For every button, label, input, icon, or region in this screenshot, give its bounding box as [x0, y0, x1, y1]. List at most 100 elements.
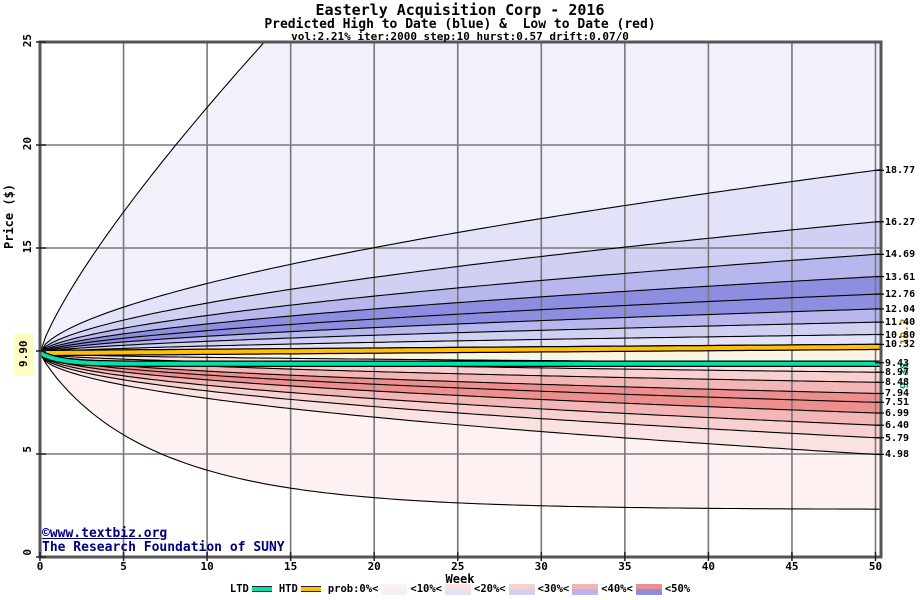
x-tick-label-15: 15: [284, 560, 298, 573]
contour-line-19: [40, 352, 881, 510]
htd-line: [40, 344, 881, 356]
legend-swatch-red-half: [508, 583, 535, 589]
contour-line-4: [40, 275, 881, 354]
high-prob-band-3: [40, 254, 881, 354]
low-prob-band-8: [40, 353, 881, 455]
legend-swatch-red-half: [572, 583, 599, 589]
legend-swatch-red-half: [381, 583, 408, 589]
x-tick-label-40: 40: [701, 560, 716, 573]
low-prob-band-6: [40, 353, 881, 426]
contour-end-label: 12.04: [885, 303, 916, 315]
high-prob-band-4: [40, 276, 881, 354]
contour-end-label: 10.80: [885, 329, 916, 341]
contour-line-6: [40, 308, 881, 354]
high-prob-band-6: [40, 308, 881, 354]
legend-ltd-swatch: [251, 586, 272, 592]
x-tick-label-35: 35: [618, 560, 632, 573]
x-tick-label-5: 5: [120, 560, 127, 573]
ltd-line: [40, 351, 881, 366]
legend-prob-step-0: <10%<: [410, 583, 442, 595]
legend-ltd-label: LTD: [229, 583, 249, 595]
x-tick-label-25: 25: [451, 560, 465, 573]
x-tick-label-45: 45: [785, 560, 799, 573]
legend-prob-step-4: <50%: [664, 583, 691, 595]
y-tick-label-25: 25: [21, 34, 34, 48]
contour-end-label: 10.32: [885, 339, 916, 351]
chart-subtitle: Predicted High to Date (blue) & Low to D…: [264, 17, 656, 32]
y-tick-label-0: 0: [21, 549, 34, 556]
contour-end-label: 12.76: [885, 289, 916, 301]
contour-end-label: 18.77: [885, 165, 916, 177]
page-title: Easterly Acquisition Corp - 2016: [315, 1, 605, 19]
contour-end-label: 7.94: [885, 388, 910, 400]
contour-line-15: [40, 352, 881, 414]
contour-line-8: [40, 333, 881, 354]
legend-band-swatch-0: [381, 583, 408, 595]
y-tick-label-15: 15: [21, 240, 34, 254]
plot-area: [40, 42, 881, 557]
contour-end-label: 9.43: [885, 357, 910, 369]
high-prob-band-1: [40, 169, 881, 354]
x-axis-title: Week: [445, 572, 475, 586]
contour-line-3: [40, 253, 881, 354]
contour-end-label: 5.79: [885, 432, 910, 444]
watermark: ©www.textbiz.org The Research Foundation…: [42, 527, 285, 555]
x-tick-label-50: 50: [868, 560, 883, 573]
legend-swatch-blue-half: [381, 589, 408, 595]
legend-band-swatch-2: [508, 583, 535, 595]
contour-line-1: [40, 169, 881, 354]
low-prob-band-7: [40, 353, 881, 438]
legend-swatch-red-half: [635, 583, 662, 589]
legend-prob-step-2: <30%<: [537, 583, 570, 595]
legend-band-swatch-4: [635, 583, 662, 595]
contour-end-label: 8.48: [885, 377, 910, 389]
contour-line-2: [40, 220, 881, 354]
legend-swatch-red-half: [445, 583, 471, 589]
legend-band-swatch-3: [572, 583, 599, 595]
legend-swatch-blue-half: [445, 589, 471, 595]
watermark-url: ©www.textbiz.org: [42, 526, 168, 541]
contour-end-label: 11.40: [885, 317, 916, 329]
contour-line-16: [40, 352, 881, 426]
legend-prob-prefix: prob:0%<: [327, 583, 379, 595]
contour-line-5: [40, 293, 881, 354]
y-tick-label-20: 20: [21, 137, 34, 151]
legend-band-swatch-1: [445, 583, 471, 595]
x-tick-label-20: 20: [367, 560, 381, 573]
x-tick-label-10: 10: [200, 560, 214, 573]
low-prob-band-9: [40, 353, 881, 510]
contour-line-14: [40, 352, 881, 404]
contour-end-label: 7.51: [885, 397, 910, 409]
start-price-label: 9.90: [14, 333, 34, 375]
legend-prob-step-3: <40%<: [601, 583, 633, 595]
contour-line-17: [40, 352, 881, 439]
contour-end-label: 4.98: [885, 449, 910, 461]
legend-swatch-blue-half: [572, 589, 599, 595]
legend: LTD HTD prob:0%< <10%< <20%< <30%< <40%< <50%: [0, 583, 920, 595]
contour-end-label: 14.69: [885, 249, 916, 261]
legend-prob-step-1: <20%<: [474, 583, 506, 595]
x-tick-label-30: 30: [534, 560, 548, 573]
low-prob-band-2: [40, 353, 881, 383]
y-tick-label-5: 5: [21, 446, 34, 453]
contour-line-7: [40, 321, 881, 354]
plot-border: [38, 40, 883, 559]
legend-swatch-blue-half: [635, 589, 662, 595]
contour-end-label: 16.27: [885, 216, 916, 228]
high-prob-band-7: [40, 322, 881, 354]
low-prob-band-5: [40, 353, 881, 414]
contour-line-13: [40, 352, 881, 395]
contour-end-label: 6.99: [885, 408, 910, 419]
high-prob-band-0: [40, 42, 881, 354]
x-tick-label-0: 0: [36, 560, 44, 573]
contour-line-0: [40, 42, 266, 354]
contour-end-label: 8.97: [885, 367, 910, 379]
low-prob-band-4: [40, 353, 881, 403]
legend-htd-label: HTD: [278, 583, 298, 595]
legend-swatch-blue-half: [508, 589, 535, 595]
contour-line-18: [40, 352, 881, 456]
low-prob-band-3: [40, 353, 881, 394]
contour-end-label: 6.40: [885, 420, 910, 432]
